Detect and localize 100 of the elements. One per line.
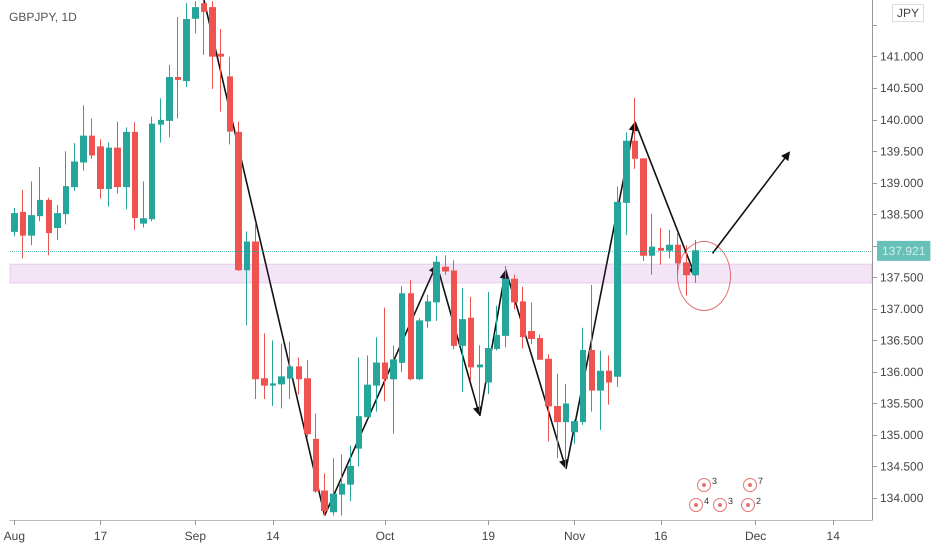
candlestick (252, 222, 259, 400)
candlestick (89, 118, 95, 160)
candlestick (477, 344, 483, 412)
y-tick-label: 137.500 (880, 270, 924, 284)
candlestick (416, 318, 423, 381)
candlestick (675, 232, 681, 276)
candlestick (201, 0, 207, 56)
y-tick-label: 137.000 (880, 302, 924, 316)
candlestick (390, 344, 397, 434)
candlestick (459, 288, 466, 393)
x-tick-label: Nov (564, 529, 586, 543)
candlestick (545, 354, 552, 442)
candlestick (494, 305, 500, 351)
y-tick-label: 134.500 (880, 459, 924, 474)
ref-line-label: 137.921 (882, 244, 926, 258)
candlestick (339, 454, 345, 516)
y-tick-label: 134.000 (880, 490, 924, 505)
annotation: 3 (712, 476, 718, 486)
candlestick (554, 373, 561, 459)
candlestick (287, 341, 293, 400)
y-tick-label: 139.000 (880, 176, 924, 190)
y-tick-label: 140.500 (880, 81, 924, 96)
candlestick (132, 122, 138, 231)
candlestick (528, 302, 535, 345)
candlestick (485, 291, 492, 394)
candlestick (11, 208, 18, 237)
candlestick (623, 132, 630, 236)
candlestick (149, 116, 155, 222)
candlestick (364, 354, 371, 420)
candlestick (80, 104, 87, 172)
annotation: 3 (728, 496, 734, 506)
y-tick-label: 136.500 (880, 333, 924, 348)
x-tick-label: Aug (4, 529, 25, 543)
candlestick (106, 142, 112, 208)
candlestick (468, 296, 474, 381)
candlestick (192, 0, 199, 34)
candlestick (382, 307, 388, 402)
annotation: 4 (704, 496, 710, 506)
y-tick-label: 140.000 (880, 112, 924, 127)
x-tick-label: Dec (744, 529, 766, 543)
candlestick (54, 204, 61, 241)
candlestick (37, 166, 43, 222)
x-tick-label: Sep (184, 529, 206, 543)
candlestick (158, 98, 164, 143)
candlestick (140, 181, 147, 228)
annotation: 7 (758, 476, 764, 486)
candlestick (97, 138, 104, 200)
x-tick-label: Oct (376, 529, 395, 543)
candlestick (399, 286, 405, 372)
candlestick (270, 340, 276, 406)
candlestick (658, 228, 664, 266)
candlestick (28, 181, 35, 246)
candlestick (330, 458, 337, 516)
candlestick (425, 294, 431, 328)
candlestick (235, 121, 242, 272)
candlestick (356, 356, 362, 467)
candlestick (683, 244, 690, 296)
candlestick (597, 350, 604, 430)
text: GBPJPY, 1D (9, 10, 78, 24)
candlestick (114, 121, 121, 194)
x-tick-label: 16 (654, 529, 668, 543)
candlestick (580, 327, 586, 426)
x-tick-label: 17 (94, 529, 108, 543)
candlestick (373, 336, 380, 412)
candlestick (123, 126, 130, 210)
candlestick (408, 279, 414, 381)
candlestick (502, 265, 509, 348)
candlestick (347, 445, 354, 502)
candlestick (175, 16, 181, 119)
candlestick (218, 28, 224, 112)
candlestick (227, 56, 233, 145)
candlestick (433, 255, 440, 322)
y-axis-title: JPY (896, 6, 920, 20)
x-tick-label: 19 (482, 529, 496, 543)
candlestick (46, 197, 52, 256)
candlestick (63, 150, 69, 225)
candlestick (321, 472, 328, 516)
candlestick (589, 284, 595, 412)
y-tick-label: 135.500 (880, 396, 924, 410)
candlestick (537, 334, 543, 360)
candlestick (71, 142, 78, 192)
x-tick-label: 14 (826, 529, 840, 543)
candlestick (451, 260, 457, 350)
candlestick (313, 412, 319, 494)
candlestick (166, 64, 173, 138)
candlestick (606, 354, 612, 406)
y-tick-label: 135.000 (880, 428, 924, 442)
candlestick (261, 332, 268, 400)
candlestick (209, 0, 216, 90)
candlestick (296, 356, 302, 396)
candlestick (442, 254, 449, 276)
y-tick-label: 136.000 (880, 364, 924, 379)
candlestick (278, 343, 285, 409)
candlestick (571, 419, 578, 444)
candlestick (563, 383, 569, 470)
annotation: 2 (756, 496, 762, 506)
candlestick (20, 189, 26, 259)
candlestick (183, 2, 190, 88)
x-tick-label: 14 (266, 529, 280, 543)
candlestick (520, 286, 526, 350)
